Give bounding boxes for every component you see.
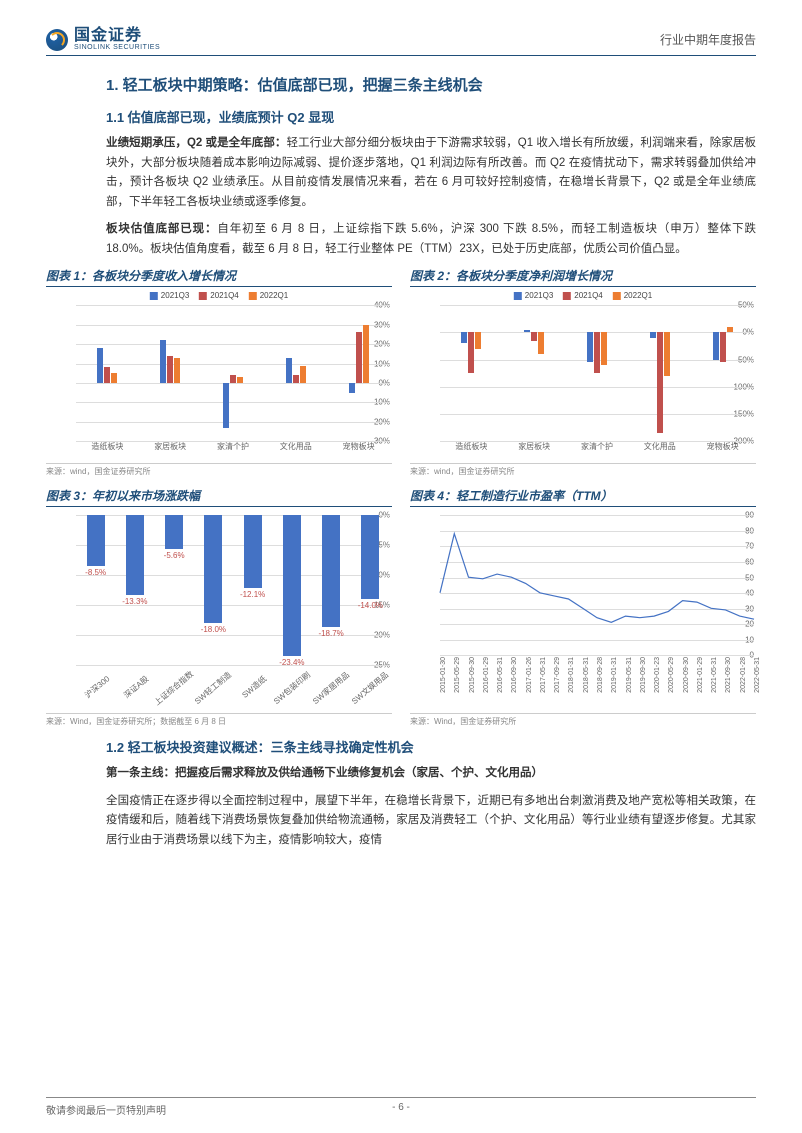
heading-1: 1. 轻工板块中期策略：估值底部已现，把握三条主线机会 [106,74,756,95]
chart-3: 图表 3：年初以来市场涨跌幅 -25%-20%-15%-10%-5%0%-8.5… [46,487,392,727]
footer-disclaimer: 敬请参阅最后一页特别声明 [46,1102,166,1117]
chart-4-title: 图表 4：轻工制造行业市盈率（TTM） [410,487,756,507]
page-number: - 6 - [392,1102,410,1113]
chart-2: 图表 2：各板块分季度净利润增长情况 2021Q32021Q42022Q1-20… [410,267,756,477]
chart-4: 图表 4：轻工制造行业市盈率（TTM） 01020304050607080902… [410,487,756,727]
logo: 国金证券 SINOLINK SECURITIES [46,28,160,51]
chart-4-source: 来源：Wind，国金证券研究所 [410,713,756,727]
heading-1-2: 1.2 轻工板块投资建议概述：三条主线寻找确定性机会 [106,737,756,756]
page-footer: 敬请参阅最后一页特别声明 - 6 - [46,1097,756,1117]
report-type: 行业中期年度报告 [660,31,756,48]
logo-en: SINOLINK SECURITIES [74,44,160,51]
logo-icon [46,29,68,51]
para-4: 全国疫情正在逐步得以全面控制过程中，展望下半年，在稳增长背景下，近期已有多地出台… [106,792,756,851]
logo-cn: 国金证券 [74,28,160,44]
chart-3-title: 图表 3：年初以来市场涨跌幅 [46,487,392,507]
page-header: 国金证券 SINOLINK SECURITIES 行业中期年度报告 [46,28,756,56]
para-1: 业绩短期承压，Q2 或是全年底部：轻工行业大部分细分板块由于下游需求较弱，Q1 … [106,134,756,212]
chart-1-title: 图表 1：各板块分季度收入增长情况 [46,267,392,287]
para-2: 板块估值底部已现：自年初至 6 月 8 日，上证综指下跌 5.6%，沪深 300… [106,220,756,259]
chart-2-source: 来源：wind，国金证券研究所 [410,463,756,477]
chart-1: 图表 1：各板块分季度收入增长情况 2021Q32021Q42022Q1-30%… [46,267,392,477]
chart-1-source: 来源：wind，国金证券研究所 [46,463,392,477]
para-3: 第一条主线：把握疫后需求释放及供给通畅下业绩修复机会（家居、个护、文化用品） [106,764,756,784]
heading-1-1: 1.1 估值底部已现，业绩底预计 Q2 显现 [106,107,756,126]
chart-2-title: 图表 2：各板块分季度净利润增长情况 [410,267,756,287]
